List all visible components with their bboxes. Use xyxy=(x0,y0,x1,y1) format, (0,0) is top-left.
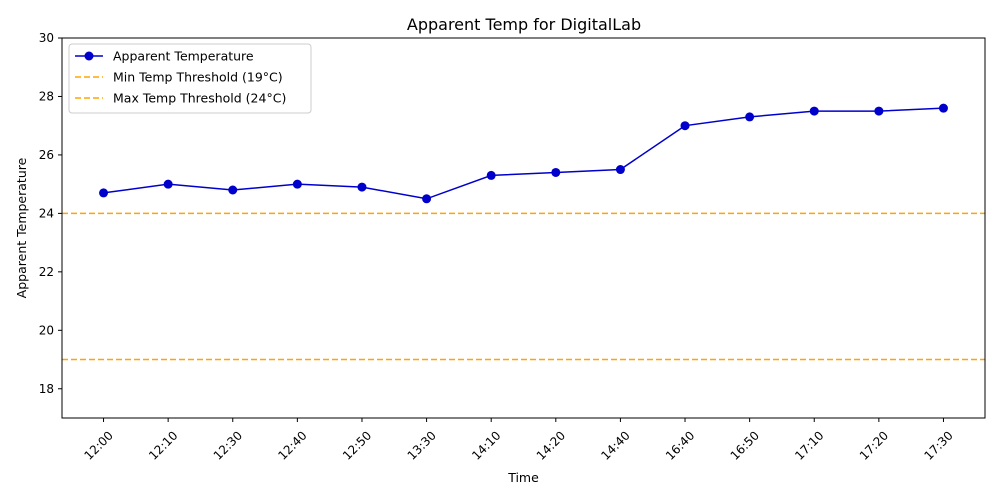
legend-label: Apparent Temperature xyxy=(113,49,254,64)
data-point xyxy=(486,170,496,180)
chart-title: Apparent Temp for DigitalLab xyxy=(407,15,641,34)
data-point xyxy=(745,112,755,122)
y-tick-label: 22 xyxy=(39,265,54,279)
data-point xyxy=(938,103,948,113)
legend: Apparent Temperature Min Temp Threshold (… xyxy=(68,43,312,114)
y-axis-ticks: 18 20 22 24 26 28 30 xyxy=(39,31,62,396)
y-tick-label: 18 xyxy=(39,382,54,396)
series-layer xyxy=(99,103,948,204)
data-point xyxy=(422,194,432,204)
threshold-lines xyxy=(62,212,985,361)
data-point xyxy=(551,167,561,177)
plot-frame xyxy=(61,37,986,419)
series-line-0 xyxy=(103,107,944,200)
data-point xyxy=(680,121,690,131)
data-point xyxy=(357,182,367,192)
data-point xyxy=(874,106,884,116)
data-point xyxy=(228,185,238,195)
data-point xyxy=(809,106,819,116)
y-tick-label: 20 xyxy=(39,323,54,337)
data-point xyxy=(292,179,302,189)
y-tick-label: 24 xyxy=(39,206,54,220)
legend-marker xyxy=(84,51,94,61)
x-axis-label: Time xyxy=(507,470,539,485)
data-point xyxy=(163,179,173,189)
y-axis-label: Apparent Temperature xyxy=(14,157,29,298)
data-point xyxy=(99,188,109,198)
legend-label: Max Temp Threshold (24°C) xyxy=(113,91,286,106)
y-tick-label: 28 xyxy=(39,89,54,103)
data-point xyxy=(615,165,625,175)
legend-box xyxy=(68,43,312,114)
legend-label: Min Temp Threshold (19°C) xyxy=(113,70,283,85)
y-tick-label: 30 xyxy=(39,31,54,45)
y-tick-label: 26 xyxy=(39,148,54,162)
